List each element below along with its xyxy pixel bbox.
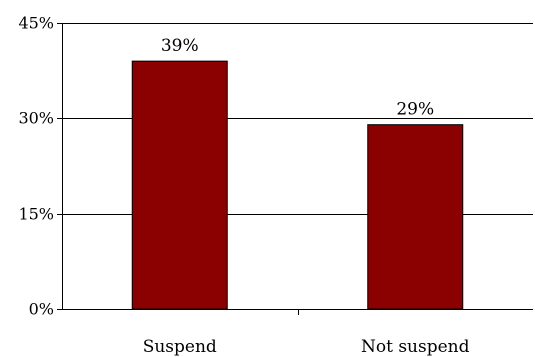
y-tick-label: 45% [18, 14, 54, 33]
x-axis-categories: Suspend Not suspend [143, 337, 470, 357]
data-label: 29% [396, 100, 434, 120]
x-category-label: Not suspend [361, 337, 470, 357]
y-axis-ticks: 0% 15% 30% 45% [18, 14, 62, 319]
x-category-label: Suspend [143, 337, 217, 357]
y-tick-label: 15% [18, 205, 54, 224]
axes [62, 23, 533, 315]
data-label: 39% [161, 36, 199, 56]
bars [131, 60, 464, 310]
bar-not-suspend [367, 124, 464, 310]
y-tick-label: 0% [29, 300, 54, 319]
y-tick-label: 30% [18, 109, 54, 128]
bar-suspend [131, 60, 228, 310]
data-labels: 39% 29% [161, 36, 434, 120]
